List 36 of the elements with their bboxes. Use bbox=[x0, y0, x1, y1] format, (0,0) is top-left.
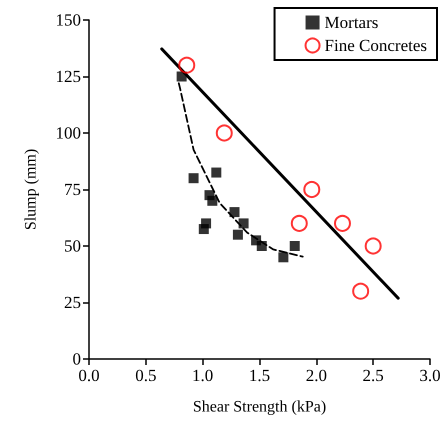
x-tick-label: 0.5 bbox=[135, 366, 156, 385]
legend-label: Fine Concretes bbox=[324, 36, 428, 55]
point bbox=[303, 181, 320, 198]
point bbox=[188, 173, 199, 184]
legend-label: Mortars bbox=[324, 13, 378, 32]
point bbox=[229, 207, 240, 218]
y-tick-label: 75 bbox=[64, 180, 81, 199]
x-tick-label: 0.0 bbox=[78, 366, 100, 385]
y-tick-label: 100 bbox=[56, 124, 81, 142]
y-axis-title: Slump (mm) bbox=[22, 148, 40, 230]
point bbox=[232, 230, 243, 240]
x-axis-title: Shear Strength (kPa) bbox=[192, 398, 326, 416]
x-tick-label: 2.5 bbox=[362, 366, 384, 385]
y-tick-label: 125 bbox=[56, 67, 81, 86]
point bbox=[334, 214, 351, 232]
point bbox=[278, 252, 288, 262]
point bbox=[216, 124, 233, 142]
point bbox=[352, 282, 370, 300]
y-tick-label: 50 bbox=[64, 236, 81, 256]
point bbox=[198, 224, 209, 234]
y-tick-label: 25 bbox=[64, 293, 81, 312]
point bbox=[178, 56, 196, 74]
point bbox=[290, 214, 308, 232]
x-tick-label: 1.5 bbox=[248, 366, 270, 385]
y-tick-label: 150 bbox=[56, 10, 81, 30]
point bbox=[256, 241, 267, 251]
x-tick-label: 2.0 bbox=[306, 366, 327, 385]
point bbox=[211, 168, 222, 178]
point bbox=[364, 238, 382, 254]
point bbox=[238, 218, 249, 228]
point bbox=[290, 241, 300, 251]
point bbox=[207, 196, 218, 206]
y-tick-label: 0 bbox=[72, 350, 81, 368]
x-tick-label: 3.0 bbox=[419, 366, 441, 385]
x-tick-label: 1.0 bbox=[192, 366, 214, 385]
point bbox=[176, 72, 187, 82]
